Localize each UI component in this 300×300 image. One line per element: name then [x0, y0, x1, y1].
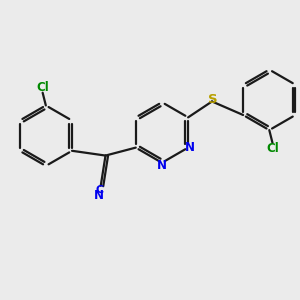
Text: Cl: Cl	[266, 142, 279, 155]
Text: N: N	[157, 159, 167, 172]
Text: C: C	[95, 185, 103, 195]
Text: N: N	[185, 141, 195, 154]
Text: S: S	[208, 93, 218, 106]
Text: Cl: Cl	[36, 81, 49, 94]
Text: N: N	[94, 189, 104, 202]
